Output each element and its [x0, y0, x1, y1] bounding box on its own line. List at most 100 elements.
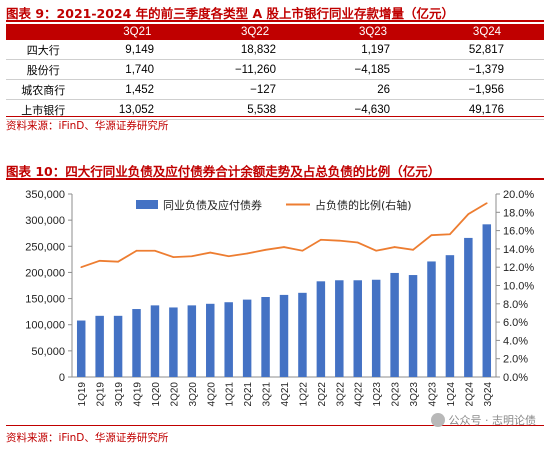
bar: [150, 305, 160, 377]
x-tick-label: 2Q24: [464, 382, 475, 407]
x-tick-label: 1Q24: [446, 382, 457, 407]
table-cell: −1,956: [430, 79, 544, 100]
bar: [298, 292, 307, 377]
table-cell: 1,740: [80, 59, 195, 80]
y-left-tick-label: 350,000: [25, 189, 65, 201]
bar: [224, 302, 233, 377]
table-header-cell: 3Q24: [430, 24, 544, 40]
bar: [445, 255, 455, 377]
fig9-title-rule: [6, 20, 544, 22]
y-right-tick-label: 8.0%: [503, 299, 528, 311]
bar: [76, 320, 86, 377]
ratio-point: [191, 255, 193, 258]
table-cell: 26: [316, 79, 430, 100]
y-right-tick-label: 16.0%: [503, 226, 534, 238]
x-tick-label: 4Q20: [206, 382, 217, 407]
x-tick-label: 3Q23: [409, 382, 420, 407]
fig9-source-rule: [6, 116, 544, 117]
watermark: 公众号 · 志明论债: [430, 412, 537, 428]
y-right-tick-label: 12.0%: [503, 262, 534, 274]
fig9-table: 3Q21 3Q22 3Q23 3Q24 四大行 9,149 18,832 1,1…: [6, 24, 544, 120]
table-cell: 13,052: [80, 99, 195, 120]
ratio-point: [209, 251, 212, 254]
x-tick-label: 2Q19: [96, 382, 107, 407]
x-tick-label: 4Q21: [280, 382, 291, 407]
table-cell: −127: [194, 79, 317, 100]
x-tick-label: 1Q19: [77, 382, 88, 407]
y-left-tick-label: 150,000: [25, 294, 65, 306]
ratio-point: [412, 249, 414, 251]
x-tick-label: 2Q20: [169, 382, 180, 407]
y-right-tick-label: 0.0%: [503, 372, 528, 384]
ratio-point: [264, 249, 267, 251]
table-cell: −11,260: [194, 59, 317, 80]
table-cell: 49,176: [430, 99, 544, 120]
table-row: 上市银行 13,052 5,538 −4,630 49,176: [6, 99, 544, 120]
x-tick-label: 1Q23: [372, 382, 383, 407]
bar: [187, 305, 197, 377]
table-cell: 1,452: [80, 79, 195, 100]
y-left-tick-label: 50,000: [31, 346, 65, 358]
table-cell: 1,197: [316, 40, 430, 60]
bar: [371, 279, 381, 377]
table-cell: 18,832: [194, 40, 317, 60]
y-left-tick-label: 0: [59, 372, 65, 384]
y-left-tick-label: 200,000: [25, 267, 65, 279]
bar: [464, 237, 473, 377]
y-left-tick-label: 100,000: [25, 320, 65, 332]
table-cell: −4,630: [316, 99, 430, 120]
bar: [353, 280, 362, 377]
table-header-cell: [6, 24, 81, 40]
bar: [242, 299, 252, 377]
bar: [390, 272, 399, 377]
ratio-point: [467, 213, 470, 215]
table-row: 四大行 9,149 18,832 1,197 52,817: [6, 40, 544, 60]
watermark-text: 公众号 · 志明论债: [448, 414, 537, 427]
bar: [335, 280, 344, 377]
wechat-icon: [430, 413, 445, 427]
bar: [316, 281, 326, 377]
table-header-cell: 3Q23: [316, 24, 430, 40]
ratio-point: [430, 234, 433, 236]
x-tick-label: 1Q20: [151, 382, 162, 407]
ratio-line: [80, 202, 488, 269]
fig10-chart: 0 50,000 100,000 150,000 200,000 250,000 300,0…: [25, 189, 534, 407]
y-right-tick-label: 18.0%: [503, 207, 534, 219]
fig10-title: 图表 10：四大行同业负债及应付债券合计余额走势及占总负债的比例（亿元）: [6, 164, 441, 179]
fig9-source: 资料来源：iFinD、华源证券研究所: [6, 120, 169, 132]
x-tick-label: 3Q19: [114, 382, 125, 407]
x-tick-label: 4Q19: [133, 382, 144, 407]
row-label: 股份行: [6, 59, 81, 80]
ratio-point: [449, 233, 451, 236]
table-cell: 52,817: [430, 40, 544, 60]
row-label: 城农商行: [6, 79, 81, 100]
legend-bar-label: 同业负债及应付债券: [163, 198, 262, 212]
table-cell: −1,379: [430, 59, 544, 80]
y-right-tick-label: 10.0%: [503, 281, 534, 293]
x-tick-label: 1Q21: [225, 382, 236, 407]
table-header-cell: 3Q22: [194, 24, 317, 40]
bar: [482, 224, 492, 377]
ratio-point: [172, 256, 175, 258]
table-cell: −4,185: [316, 59, 430, 80]
bar: [95, 315, 104, 377]
ratio-point: [393, 246, 396, 248]
y-right-tick-label: 14.0%: [503, 244, 534, 256]
x-tick-label: 1Q22: [298, 382, 309, 407]
legend-bar-swatch: [136, 200, 158, 209]
ratio-point: [301, 249, 304, 252]
ratio-point: [227, 255, 230, 258]
x-tick-label: 3Q20: [188, 382, 199, 407]
table-header-row: 3Q21 3Q22 3Q23 3Q24: [6, 24, 544, 40]
x-tick-label: 3Q24: [483, 382, 494, 407]
x-tick-label: 2Q21: [243, 382, 254, 407]
table-row: 城农商行 1,452 −127 26 −1,956: [6, 79, 544, 100]
ratio-point: [338, 239, 341, 242]
ratio-point: [485, 202, 488, 204]
ratio-point: [154, 249, 156, 252]
table-row: 股份行 1,740 −11,260 −4,185 −1,379: [6, 59, 544, 80]
table-cell: 9,149: [80, 40, 195, 60]
bar: [279, 294, 289, 377]
fig9-title: 图表 9：2021-2024 年的前三季度各类型 A 股上市银行同业存款增量（亿…: [6, 6, 455, 21]
y-right-tick-label: 6.0%: [503, 317, 528, 329]
